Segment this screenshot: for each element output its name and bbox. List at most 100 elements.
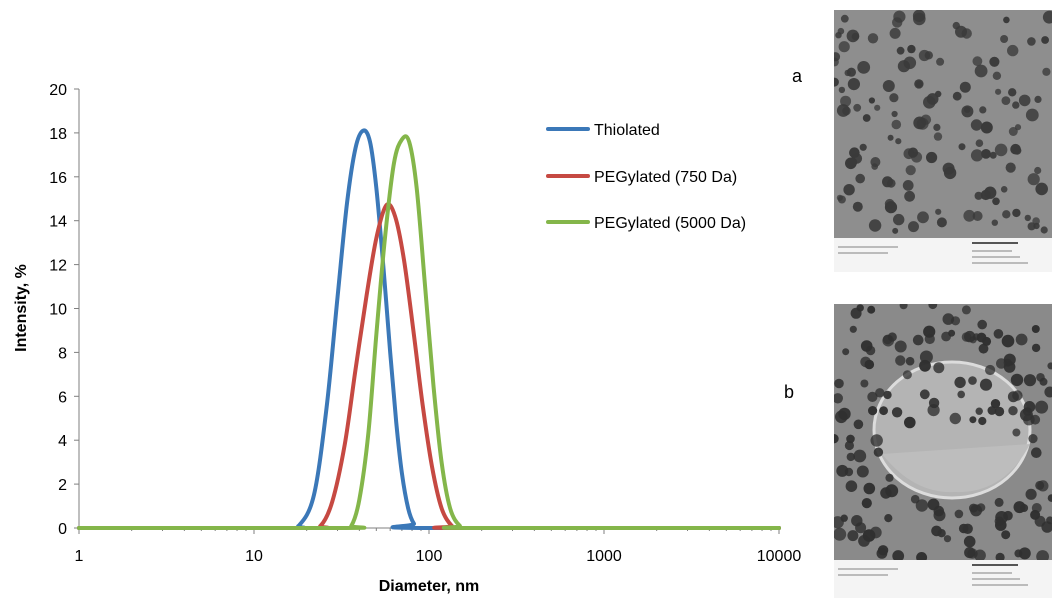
particle xyxy=(978,343,989,354)
particle xyxy=(859,143,867,151)
particle xyxy=(867,391,878,402)
particle xyxy=(943,535,952,543)
particle xyxy=(843,184,855,196)
particle xyxy=(958,523,969,534)
particle xyxy=(979,378,993,391)
particle xyxy=(849,325,857,333)
particle xyxy=(882,334,893,345)
particle xyxy=(995,88,1002,95)
particle xyxy=(952,91,962,101)
particle xyxy=(853,449,867,463)
particle xyxy=(980,189,991,201)
particle xyxy=(876,548,888,559)
particle xyxy=(1008,88,1017,97)
legend-label-3: PEGylated (5000 Da) xyxy=(594,215,746,232)
particle xyxy=(1003,353,1016,366)
particle xyxy=(1035,400,1049,414)
particle xyxy=(968,376,977,385)
particle xyxy=(915,499,929,512)
particle xyxy=(870,157,881,167)
particle xyxy=(970,149,984,162)
particle xyxy=(980,121,993,134)
particle xyxy=(862,114,871,122)
particle xyxy=(842,348,850,356)
particle xyxy=(972,211,983,221)
particle xyxy=(985,364,996,376)
particle xyxy=(942,313,955,325)
particle xyxy=(834,378,844,389)
particle xyxy=(970,119,983,131)
particle xyxy=(1007,44,1019,57)
particle xyxy=(919,350,933,364)
particle xyxy=(834,52,841,62)
y-tick-label: 2 xyxy=(58,477,67,494)
particle xyxy=(889,93,899,103)
particle xyxy=(1047,362,1052,370)
particle xyxy=(1037,480,1049,492)
legend-label-1: Thiolated xyxy=(594,122,660,139)
particle xyxy=(884,514,893,523)
particle xyxy=(959,81,971,93)
particle xyxy=(1023,374,1037,387)
particle xyxy=(1031,343,1041,353)
particle xyxy=(989,151,997,159)
particle xyxy=(961,305,971,315)
particle xyxy=(1040,226,1048,234)
dls-chart: 0 2 4 6 8 10 12 14 16 18 20 1 10 100 1000 10000 Thiola… xyxy=(13,82,801,595)
particle xyxy=(1018,547,1031,560)
particle xyxy=(915,80,923,88)
tem-micrograph-a xyxy=(834,10,1052,272)
particle xyxy=(992,71,1002,80)
particle xyxy=(995,552,1005,562)
particle xyxy=(892,550,905,562)
particle xyxy=(1001,530,1011,540)
panel-b-label: b xyxy=(784,382,795,402)
particle xyxy=(942,162,955,175)
particle xyxy=(835,32,842,39)
particle xyxy=(834,393,843,404)
tem-image-a xyxy=(834,10,1052,272)
particle xyxy=(923,96,936,109)
particle xyxy=(920,114,932,125)
particle xyxy=(855,173,865,184)
particle xyxy=(977,319,987,330)
particle xyxy=(895,355,906,366)
particle xyxy=(868,219,882,232)
particle xyxy=(860,379,869,388)
particle xyxy=(861,498,872,509)
particle xyxy=(853,419,864,430)
particle xyxy=(1047,494,1052,502)
y-tick-label: 14 xyxy=(49,214,67,231)
particle xyxy=(1005,162,1016,173)
particle xyxy=(880,487,892,499)
particle xyxy=(1035,182,1048,196)
particle xyxy=(933,132,943,141)
series-line-3 xyxy=(77,134,781,531)
particle xyxy=(875,388,885,398)
legend: Thiolated PEGylated (750 Da) PEGylated (50… xyxy=(546,122,746,232)
particle xyxy=(970,504,983,517)
particle xyxy=(1025,108,1039,122)
particle xyxy=(1000,35,1009,43)
particle xyxy=(1000,186,1008,193)
particle xyxy=(850,307,862,319)
particle xyxy=(912,334,924,346)
particle xyxy=(928,397,940,409)
particle xyxy=(838,407,851,421)
particle xyxy=(955,25,967,38)
particle xyxy=(860,356,871,368)
y-axis-title: Intensity, % xyxy=(13,264,30,352)
particle xyxy=(851,515,863,527)
particle xyxy=(910,494,920,504)
particle xyxy=(856,465,869,478)
particle xyxy=(889,27,901,39)
particle xyxy=(1001,96,1011,105)
particle xyxy=(958,143,966,151)
particle xyxy=(926,151,938,164)
particle xyxy=(1036,550,1049,563)
particle xyxy=(979,106,987,114)
particle xyxy=(1012,208,1021,218)
particle xyxy=(834,527,847,541)
particle xyxy=(1010,373,1024,387)
x-tick-label: 10 xyxy=(245,548,263,565)
